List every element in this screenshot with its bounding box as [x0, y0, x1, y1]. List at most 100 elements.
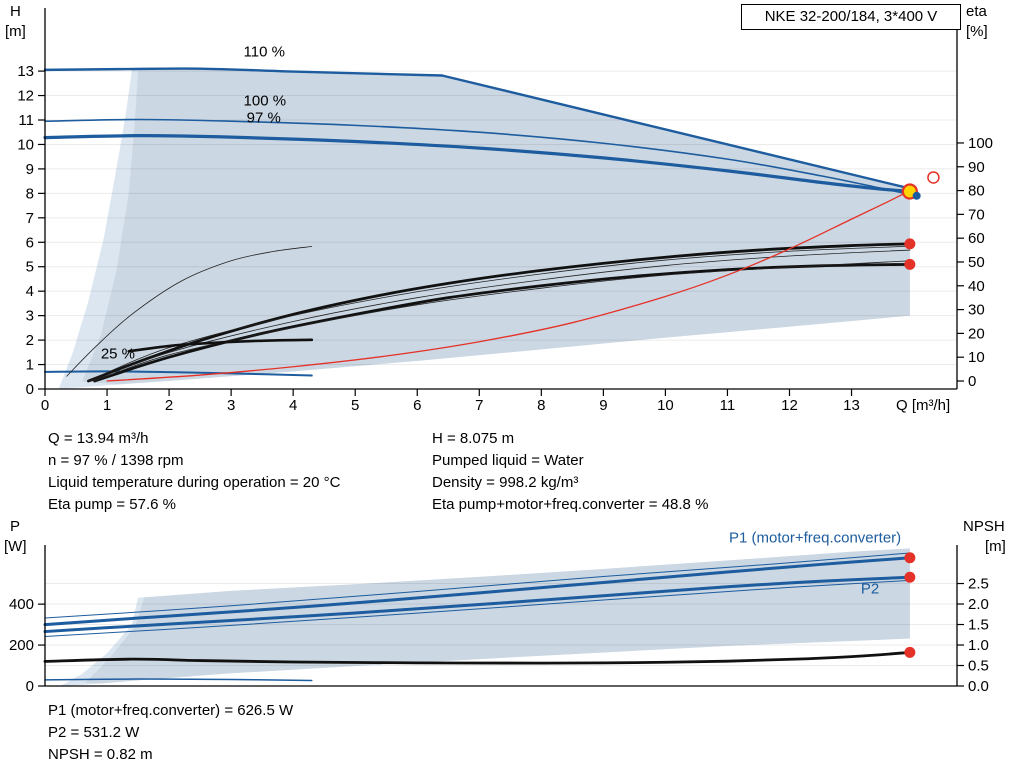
x-tick-label: 13	[843, 397, 860, 414]
x-tick-label: 9	[599, 397, 607, 414]
y-left-tick-label: 6	[26, 234, 34, 251]
y-left-tick-label: 9	[26, 161, 34, 178]
y-right-tick-label: 60	[968, 230, 985, 247]
qh-eta-chart: 0 1 2 3 4 5 6 7 8 9 10 11 12 130123456789101112130102…	[5, 3, 993, 414]
y-right-tick-label: 90	[968, 159, 985, 176]
npsh-curve	[43, 650, 912, 665]
result-speed: n = 97 % / 1398 rpm	[48, 452, 184, 469]
eta-pump-point	[904, 238, 916, 250]
axis-title-label: H	[10, 3, 21, 20]
npsh-point	[904, 646, 916, 658]
power-envelope-inner	[85, 548, 910, 684]
eta-total-point	[904, 258, 916, 270]
axis-title-label: [m]	[985, 538, 1006, 555]
x-tick-label: 11	[720, 397, 736, 414]
x-tick-label: 4	[289, 397, 297, 414]
y-left-tick-label: 400	[9, 596, 34, 613]
y-left-tick-label: 7	[26, 210, 34, 227]
y-left-tick-label: 4	[26, 283, 34, 300]
axis-title-label: [m]	[5, 23, 26, 40]
y-left-tick-label: 1	[26, 357, 34, 374]
result-pumped-liquid: Pumped liquid = Water	[432, 452, 584, 469]
x-tick-label: 3	[227, 397, 235, 414]
result-eta-pump: Eta pump = 57.6 %	[48, 496, 176, 513]
y-left-tick-label: 2	[26, 332, 34, 349]
y-right-tick-label: 2.0	[968, 596, 989, 613]
curve-label: 110 %	[244, 43, 285, 60]
axis-title-label: [%]	[966, 23, 988, 40]
y-left-tick-label: 12	[17, 88, 34, 105]
axis-title-label: Q [m³/h]	[896, 397, 950, 414]
result-p2: P2 = 531.2 W	[48, 724, 140, 741]
y-right-tick-label: 30	[968, 302, 985, 319]
results-right-column: H = 8.075 m Pumped liquid = Water Densit…	[432, 428, 708, 516]
curve-100-endpoint	[912, 191, 921, 200]
curve-label: P1 (motor+freq.converter)	[729, 530, 901, 547]
y-left-tick-label: 0	[26, 678, 34, 695]
eta-arc-low-speed	[66, 246, 313, 377]
results-left-column: Q = 13.94 m³/h n = 97 % / 1398 rpm Liqui…	[48, 428, 340, 516]
result-head: H = 8.075 m	[432, 430, 515, 447]
eta-25-short	[127, 338, 314, 353]
eta-thin-a	[88, 245, 911, 382]
y-left-tick-label: 11	[18, 112, 34, 129]
power-npsh-chart: 0 200 400 0.0 0.5 1.0 1.5 2.0 2.5 P1 (motor+freq.…	[4, 518, 1006, 695]
y-left-tick-label: 10	[17, 136, 34, 153]
y-right-tick-label: 50	[968, 254, 985, 271]
envelope-inner	[82, 68, 910, 385]
x-tick-label: 12	[781, 397, 798, 414]
y-left-tick-label: 8	[26, 185, 34, 202]
y-right-tick-label: 0.0	[968, 678, 989, 695]
eta-open-point	[927, 171, 940, 184]
axis-title-label: P	[10, 518, 20, 535]
p-thin-lower	[44, 579, 911, 637]
axis-title-label: [W]	[4, 538, 27, 555]
eta-thin-c	[94, 260, 911, 382]
x-tick-label: 7	[475, 397, 483, 414]
x-tick-label: 5	[351, 397, 359, 414]
curve-label: P2	[861, 581, 879, 598]
y-left-tick-label: 5	[26, 259, 34, 276]
y-right-tick-label: 2.5	[968, 576, 989, 593]
y-left-tick-label: 200	[9, 637, 34, 654]
results-bottom-column: P1 (motor+freq.converter) = 626.5 W P2 =…	[48, 700, 293, 766]
y-right-tick-label: 10	[968, 349, 985, 366]
curve-label: 25 %	[101, 345, 135, 362]
p1-curve	[43, 556, 912, 627]
axis-title-label: NPSH	[963, 518, 1005, 535]
p1-point	[904, 552, 916, 564]
p2-point	[904, 571, 916, 583]
curve-110-speed	[43, 67, 444, 77]
x-tick-label: 2	[165, 397, 173, 414]
p-25-short	[44, 678, 313, 682]
curve-100-speed	[44, 118, 918, 197]
result-npsh: NPSH = 0.82 m	[48, 746, 153, 763]
y-right-tick-label: 40	[968, 278, 985, 295]
x-tick-label: 10	[657, 397, 674, 414]
result-flow: Q = 13.94 m³/h	[48, 430, 149, 447]
pump-type-box: NKE 32-200/184, 3*400 V	[741, 4, 961, 30]
y-left-tick-label: 0	[26, 381, 34, 398]
x-tick-label: 6	[413, 397, 421, 414]
pump-type-label: NKE 32-200/184, 3*400 V	[764, 8, 938, 25]
y-right-tick-label: 0.5	[968, 658, 989, 675]
x-tick-label: 8	[537, 397, 545, 414]
result-liquid-temperature: Liquid temperature during operation = 20…	[48, 474, 341, 491]
curve-label: 100 %	[244, 92, 287, 109]
y-left-tick-label: 3	[26, 308, 34, 325]
y-right-tick-label: 70	[968, 206, 985, 223]
curve-97-speed	[43, 134, 912, 194]
y-right-tick-label: 0	[968, 373, 976, 390]
result-density: Density = 998.2 kg/m³	[432, 474, 579, 491]
curve-110-envelope-cut	[440, 74, 912, 190]
curve-25-speed	[44, 370, 313, 377]
y-right-tick-label: 100	[968, 135, 993, 152]
curve-label: 97 %	[247, 109, 281, 126]
x-tick-label: 0	[41, 397, 49, 414]
p-thin-upper	[44, 552, 911, 619]
x-tick-label: 1	[103, 397, 111, 414]
axis-title-label: eta	[966, 3, 988, 20]
p2-curve	[43, 575, 912, 634]
y-right-tick-label: 1.0	[968, 637, 989, 654]
